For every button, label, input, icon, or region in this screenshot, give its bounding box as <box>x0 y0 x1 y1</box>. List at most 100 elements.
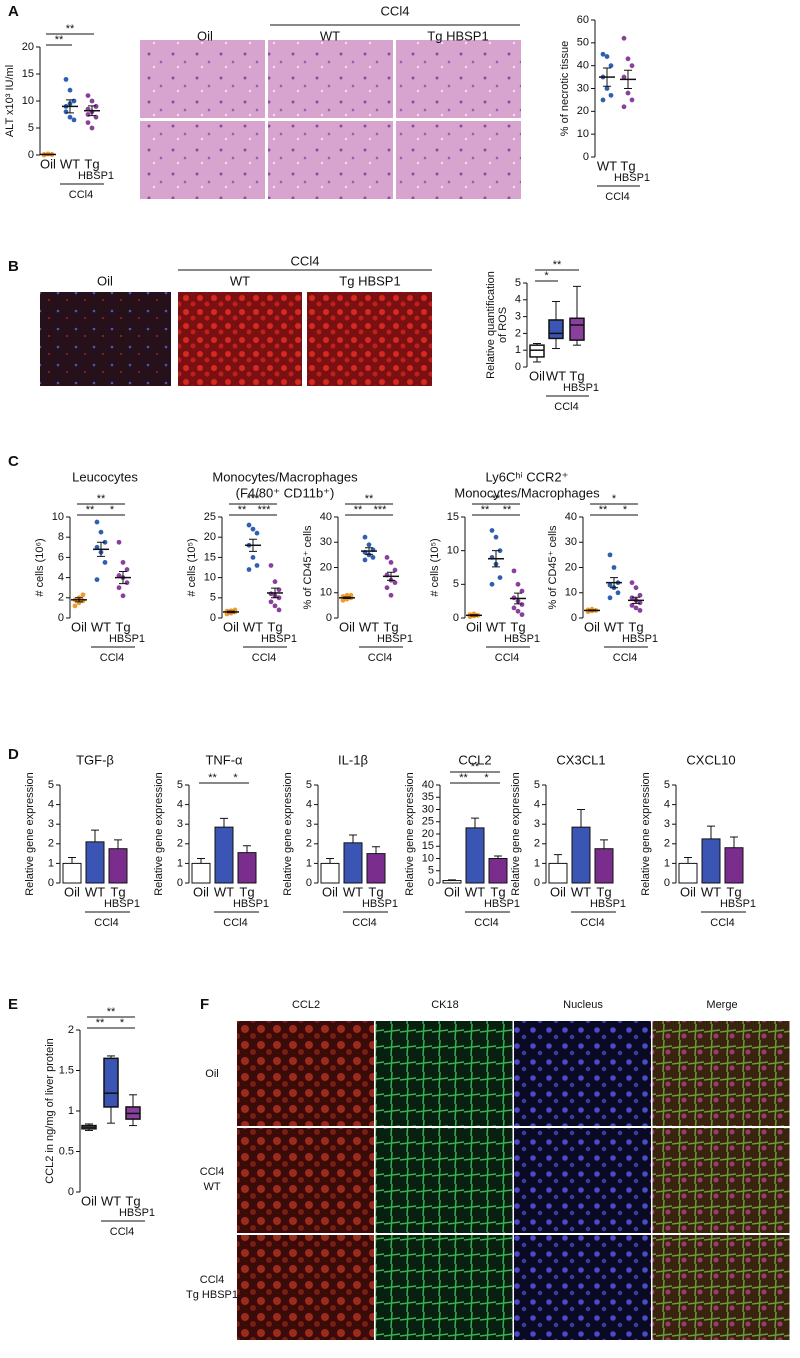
data-point <box>72 603 78 609</box>
data-point <box>93 104 99 109</box>
image-label: Leucocytes <box>72 469 138 484</box>
y-tick-label: 0 <box>58 612 64 624</box>
x-tick-label: Oil <box>584 619 600 634</box>
x-tick-label: Oil <box>40 156 56 171</box>
error-bar <box>97 541 105 557</box>
chart-title: TGF-β <box>76 752 114 767</box>
error-bar <box>684 857 692 864</box>
data-point <box>67 87 73 93</box>
error-bar <box>624 69 632 89</box>
data-point <box>276 607 282 613</box>
error-bar <box>271 587 279 599</box>
y-tick-label: 25 <box>422 816 434 828</box>
y-tick-label: 1 <box>68 1105 74 1117</box>
y-tick-label: 5 <box>515 277 521 289</box>
significance-label: ** <box>66 23 75 35</box>
x-tick-label: WT <box>701 884 721 899</box>
error-bar <box>365 547 373 555</box>
chart-title: CX3CL1 <box>556 752 605 767</box>
y-axis-label: Relative gene expression <box>404 772 416 896</box>
x-tick-label: WT <box>214 884 234 899</box>
x-tick-label: Tg <box>628 619 643 634</box>
y-tick-label: 10 <box>447 545 459 557</box>
bar <box>191 862 211 884</box>
y-tick-label: 30 <box>565 536 577 548</box>
significance-label: * <box>110 504 115 516</box>
group-label: CCl4 <box>474 917 498 929</box>
bar <box>678 862 698 884</box>
x-tick-label: Oil <box>322 884 338 899</box>
panel-letter: F <box>200 996 209 1013</box>
x-sublabel: HBSP1 <box>78 170 114 182</box>
y-axis-label: Relative gene expression <box>510 772 522 896</box>
y-tick-label: 4 <box>515 294 521 306</box>
y-tick-label: 20 <box>565 561 577 573</box>
x-tick-label: Oil <box>64 884 80 899</box>
y-tick-label: 4 <box>48 799 54 811</box>
x-tick-label: WT <box>85 884 105 899</box>
image-label: Oil <box>97 273 113 288</box>
panel-letter: E <box>8 996 18 1013</box>
significance-label: *** <box>258 504 272 516</box>
x-tick-label: WT <box>465 884 485 899</box>
y-tick-label: 4 <box>664 799 670 811</box>
chart-title: IL-1β <box>338 752 368 767</box>
y-tick-label: 5 <box>48 779 54 791</box>
data-point <box>511 568 517 574</box>
y-tick-label: 3 <box>306 818 312 830</box>
data-point <box>515 581 521 587</box>
y-tick-label: 20 <box>577 105 589 117</box>
y-axis-label: % of CD45⁺ cells <box>302 525 314 610</box>
error-bar <box>66 99 74 114</box>
micrograph <box>652 1128 790 1233</box>
bar <box>571 826 591 884</box>
error-bar <box>343 596 351 600</box>
micrograph <box>375 1021 513 1126</box>
image-label: Tg HBSP1 <box>186 1289 238 1301</box>
data-point <box>71 98 77 104</box>
data-point <box>489 581 495 587</box>
data-point <box>80 592 86 598</box>
y-tick-label: 40 <box>577 60 589 72</box>
image-label: Merge <box>706 999 737 1011</box>
x-sublabel: HBSP1 <box>563 382 599 394</box>
x-tick-label: Tg <box>239 884 254 899</box>
data-point <box>388 560 394 565</box>
significance-label: ** <box>459 772 468 784</box>
micrograph <box>375 1128 513 1233</box>
error-bar <box>600 839 608 849</box>
y-tick-label: 2 <box>664 838 670 850</box>
y-tick-label: 20 <box>22 41 34 53</box>
significance-label: ** <box>97 493 106 505</box>
bar <box>237 852 257 884</box>
data-point <box>89 125 95 131</box>
data-point <box>519 602 525 607</box>
significance-label: ** <box>107 1006 116 1018</box>
significance-label: ** <box>55 34 64 46</box>
y-tick-label: 0 <box>571 612 577 624</box>
x-tick-label: WT <box>597 158 617 173</box>
micrograph <box>40 292 171 386</box>
significance-label: ** <box>365 493 374 505</box>
y-tick-label: 4 <box>534 799 540 811</box>
chart-title: CXCL10 <box>686 752 735 767</box>
y-tick-label: 2 <box>68 1024 74 1036</box>
error-bar <box>349 834 357 843</box>
x-tick-label: WT <box>60 156 80 171</box>
y-tick-label: 10 <box>565 587 577 599</box>
y-tick-label: 2 <box>515 327 521 339</box>
data-point <box>384 555 390 560</box>
significance-label: ** <box>492 493 501 505</box>
data-point <box>362 557 368 563</box>
y-tick-label: 30 <box>577 82 589 94</box>
image-label: Tg HBSP1 <box>339 273 400 288</box>
micrograph <box>652 1021 790 1126</box>
y-tick-label: 5 <box>210 592 216 604</box>
image-label: Nucleus <box>563 999 603 1011</box>
y-tick-label: 0 <box>306 877 312 889</box>
y-tick-label: 1 <box>515 344 521 356</box>
y-tick-label: 4 <box>177 799 183 811</box>
x-tick-label: Tg <box>125 1193 140 1208</box>
y-tick-label: 10 <box>204 572 216 584</box>
